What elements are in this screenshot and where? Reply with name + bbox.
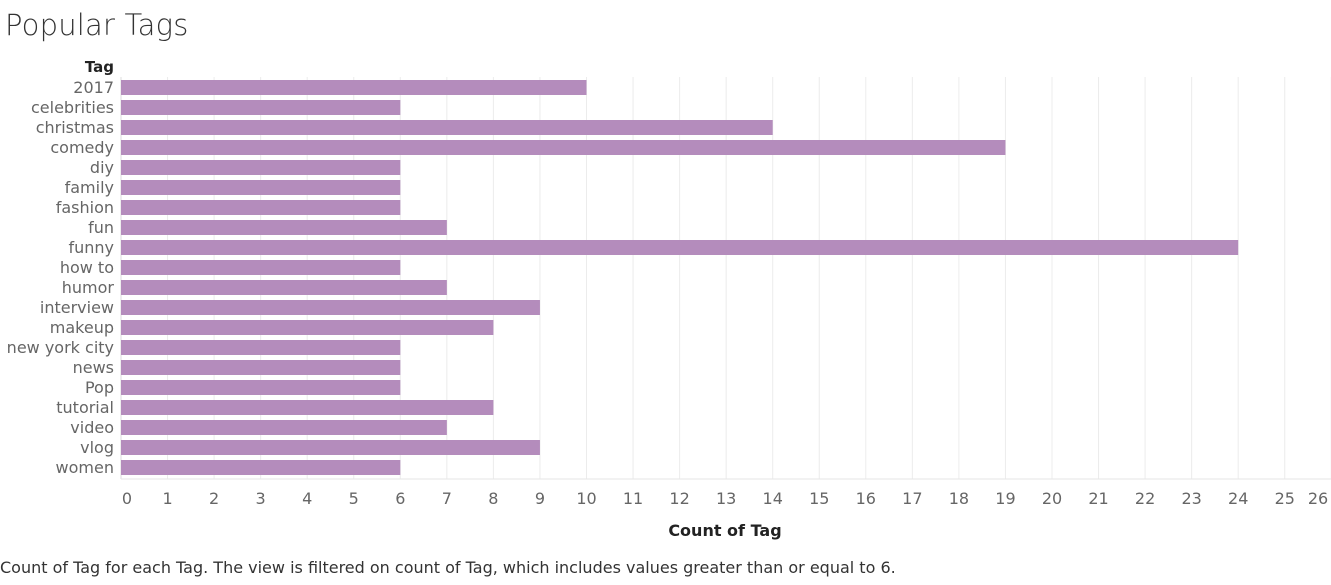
category-label: comedy xyxy=(50,138,114,157)
x-tick-label: 17 xyxy=(902,489,922,508)
bar xyxy=(121,200,401,215)
x-tick-label: 19 xyxy=(995,489,1015,508)
category-label: 2017 xyxy=(73,78,114,97)
x-tick-label: 4 xyxy=(302,489,312,508)
x-tick-label: 25 xyxy=(1275,489,1295,508)
x-tick-label: 13 xyxy=(716,489,736,508)
x-tick-label: 2 xyxy=(209,489,219,508)
category-label: video xyxy=(70,418,114,437)
bar xyxy=(121,80,587,95)
x-tick-label: 23 xyxy=(1181,489,1201,508)
x-tick-label: 3 xyxy=(256,489,266,508)
chart-caption: Count of Tag for each Tag. The view is f… xyxy=(0,558,896,577)
category-label: interview xyxy=(40,298,114,317)
category-label: new york city xyxy=(7,338,114,357)
x-tick-label: 9 xyxy=(535,489,545,508)
category-label: Pop xyxy=(85,378,114,397)
x-tick-label: 21 xyxy=(1088,489,1108,508)
x-tick-label: 11 xyxy=(623,489,643,508)
bar xyxy=(121,140,1006,155)
bar xyxy=(121,160,401,175)
x-tick-label: 12 xyxy=(669,489,689,508)
x-tick-label: 5 xyxy=(349,489,359,508)
category-label: tutorial xyxy=(56,398,114,417)
bar xyxy=(121,380,401,395)
category-label: news xyxy=(73,358,114,377)
category-label: christmas xyxy=(36,118,114,137)
category-label: fashion xyxy=(56,198,114,217)
bar xyxy=(121,340,401,355)
bar xyxy=(121,460,401,475)
bar xyxy=(121,100,401,115)
bar xyxy=(121,440,540,455)
x-tick-label: 16 xyxy=(856,489,876,508)
category-label: women xyxy=(56,458,114,477)
bar xyxy=(121,220,447,235)
x-tick-label: 14 xyxy=(763,489,783,508)
bar xyxy=(121,360,401,375)
category-label: family xyxy=(65,178,114,197)
x-tick-label: 24 xyxy=(1228,489,1248,508)
bar xyxy=(121,400,494,415)
x-tick-label: 20 xyxy=(1042,489,1062,508)
x-tick-label: 15 xyxy=(809,489,829,508)
x-tick-label: 18 xyxy=(949,489,969,508)
category-label: humor xyxy=(62,278,115,297)
category-label: funny xyxy=(68,238,114,257)
bar xyxy=(121,420,447,435)
bar xyxy=(121,180,401,195)
bar xyxy=(121,280,447,295)
category-label: fun xyxy=(88,218,114,237)
x-tick-label: 1 xyxy=(162,489,172,508)
category-label: vlog xyxy=(80,438,114,457)
x-tick-label: 10 xyxy=(576,489,596,508)
x-tick-label: 22 xyxy=(1135,489,1155,508)
x-tick-label: 0 xyxy=(122,489,132,508)
x-tick-label: 7 xyxy=(442,489,452,508)
bar xyxy=(121,120,773,135)
bar xyxy=(121,300,540,315)
bar xyxy=(121,320,494,335)
chart-title: Popular Tags xyxy=(5,8,189,42)
x-axis-label: Count of Tag xyxy=(668,521,781,540)
x-tick-label: 8 xyxy=(488,489,498,508)
category-label: diy xyxy=(90,158,114,177)
x-tick-label: 26 xyxy=(1308,489,1328,508)
category-label: how to xyxy=(60,258,114,277)
category-label: makeup xyxy=(50,318,114,337)
category-label: celebrities xyxy=(31,98,114,117)
row-header: Tag xyxy=(85,58,114,76)
bar xyxy=(121,240,1239,255)
x-tick-label: 6 xyxy=(395,489,405,508)
bar xyxy=(121,260,401,275)
